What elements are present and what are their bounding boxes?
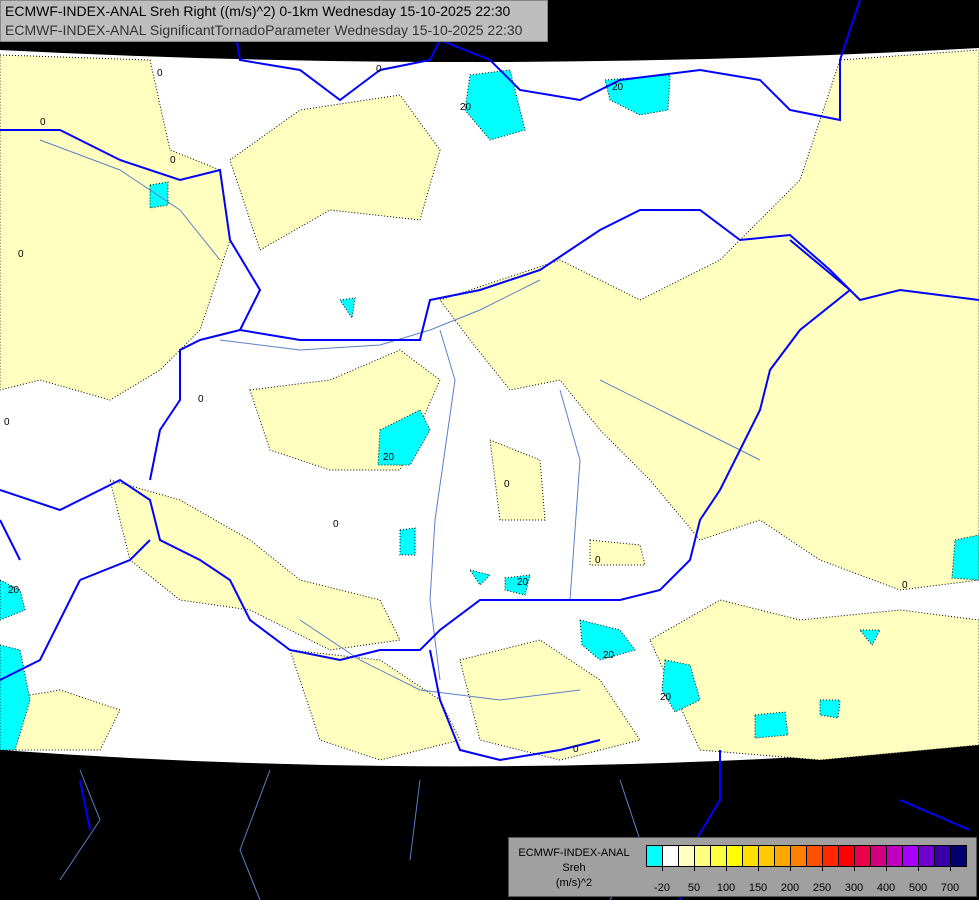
legend-tick bbox=[886, 866, 887, 871]
legend-swatch bbox=[839, 846, 855, 866]
legend-tick bbox=[726, 866, 727, 871]
rivers bbox=[39, 139, 761, 900]
weak-sreh-areas bbox=[0, 49, 979, 761]
legend-unit: (m/s)^2 bbox=[555, 877, 593, 889]
contour-label: 20 bbox=[8, 585, 20, 596]
contour-label: 0 bbox=[902, 580, 908, 591]
legend-swatch bbox=[951, 846, 966, 866]
legend-swatch bbox=[791, 846, 807, 866]
contour-label: 0 bbox=[170, 155, 176, 166]
legend-tick bbox=[822, 866, 823, 871]
legend-tick-label: 100 bbox=[716, 882, 736, 894]
contour-label: 0 bbox=[595, 555, 601, 566]
legend-swatch bbox=[935, 846, 951, 866]
negative-sreh-areas bbox=[0, 69, 979, 751]
contour-label: 0 bbox=[40, 117, 46, 128]
title-line-sreh: ECMWF-INDEX-ANAL Sreh Right ((m/s)^2) 0-… bbox=[5, 3, 511, 19]
color-legend: ECMWF-INDEX-ANAL Sreh (m/s)^2 -20 50 100 15… bbox=[508, 837, 977, 897]
legend-swatch bbox=[663, 846, 679, 866]
legend-swatch bbox=[679, 846, 695, 866]
legend-swatch bbox=[807, 846, 823, 866]
legend-tick bbox=[950, 866, 951, 871]
legend-tick bbox=[758, 866, 759, 871]
legend-swatch bbox=[823, 846, 839, 866]
legend-swatch bbox=[695, 846, 711, 866]
contour-label: 0 bbox=[157, 68, 163, 79]
contour-label: 0 bbox=[573, 744, 579, 755]
legend-tick-label: 200 bbox=[780, 882, 800, 894]
scale-ticks: -20 50 100 150 200 250 300 400 500 700 bbox=[646, 866, 968, 896]
legend-swatch bbox=[919, 846, 935, 866]
legend-swatch bbox=[775, 846, 791, 866]
legend-swatch bbox=[855, 846, 871, 866]
contour-label: 0 bbox=[333, 519, 339, 530]
legend-tick-label: 300 bbox=[844, 882, 864, 894]
legend-model: ECMWF-INDEX-ANAL bbox=[518, 847, 630, 859]
contour-label: 0 bbox=[4, 417, 10, 428]
map-title: ECMWF-INDEX-ANAL Sreh Right ((m/s)^2) 0-… bbox=[0, 0, 548, 42]
legend-variable: Sreh bbox=[562, 862, 586, 874]
contour-label: 0 bbox=[18, 249, 24, 260]
contour-label: 20 bbox=[460, 102, 472, 113]
contour-label: 20 bbox=[517, 577, 529, 588]
color-scale bbox=[646, 845, 967, 867]
legend-tick-label: 50 bbox=[687, 882, 701, 894]
legend-tick-label: 250 bbox=[812, 882, 832, 894]
legend-swatch bbox=[759, 846, 775, 866]
legend-tick bbox=[918, 866, 919, 871]
legend-tick bbox=[662, 866, 663, 871]
legend-tick bbox=[790, 866, 791, 871]
contour-label: 0 bbox=[376, 64, 382, 75]
legend-swatch bbox=[871, 846, 887, 866]
contour-label: 20 bbox=[603, 650, 615, 661]
contour-labels: 0 0 0 0 0 0 0 0 0 0 0 0 20 20 20 20 20 2… bbox=[4, 64, 908, 755]
legend-tick bbox=[854, 866, 855, 871]
legend-swatch bbox=[647, 846, 663, 866]
contour-label: 0 bbox=[198, 394, 204, 405]
contour-label: 20 bbox=[612, 82, 624, 93]
contour-label: 0 bbox=[504, 479, 510, 490]
legend-tick-label: 150 bbox=[748, 882, 768, 894]
legend-tick-label: 500 bbox=[908, 882, 928, 894]
legend-tick bbox=[694, 866, 695, 871]
title-line-stp: ECMWF-INDEX-ANAL SignificantTornadoParam… bbox=[5, 22, 523, 38]
legend-tick-label: -20 bbox=[654, 882, 670, 894]
legend-tick-label: 700 bbox=[940, 882, 960, 894]
legend-swatch bbox=[727, 846, 743, 866]
legend-tick-label: 400 bbox=[876, 882, 896, 894]
legend-swatch bbox=[903, 846, 919, 866]
legend-swatch bbox=[711, 846, 727, 866]
contour-label: 20 bbox=[383, 452, 395, 463]
contour-label: 20 bbox=[660, 692, 672, 703]
legend-swatch bbox=[743, 846, 759, 866]
legend-swatch bbox=[887, 846, 903, 866]
